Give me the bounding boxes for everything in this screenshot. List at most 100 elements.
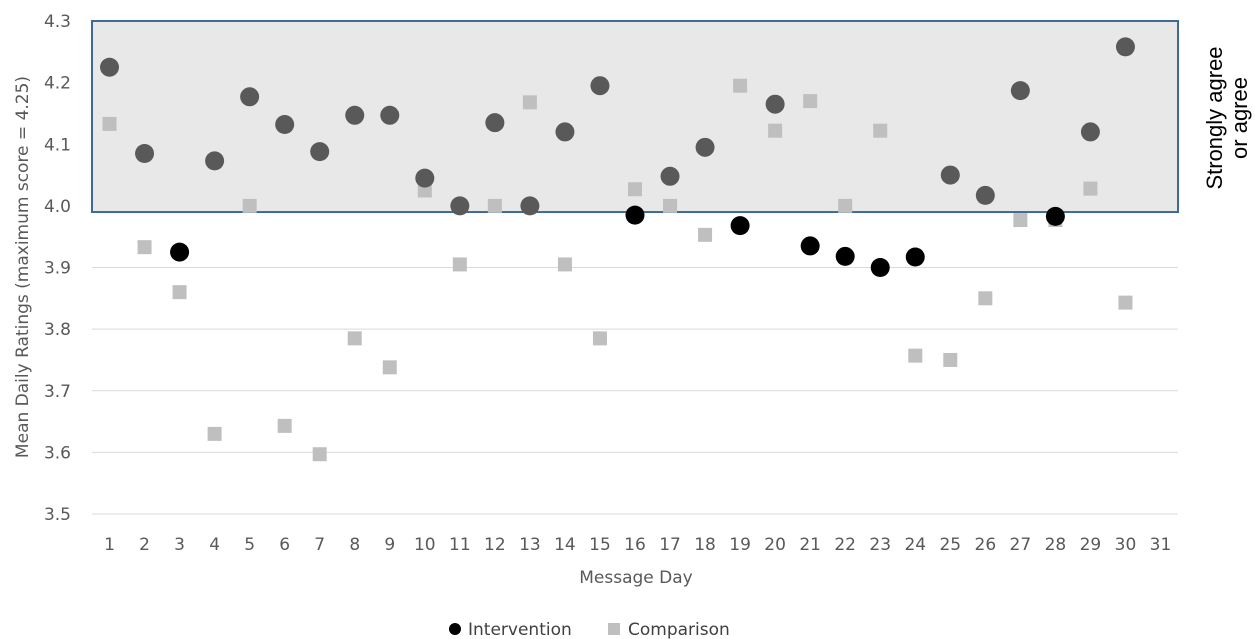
legend: Intervention Comparison xyxy=(449,620,730,639)
x-tick-label: 12 xyxy=(484,535,506,555)
intervention-point xyxy=(170,242,190,262)
intervention-point xyxy=(415,168,435,188)
y-tick-label: 3.9 xyxy=(44,259,71,279)
region-label-line1: Strongly agree xyxy=(1202,46,1227,189)
y-axis-ticks: 3.5 3.6 3.7 3.8 3.9 4.0 4.1 4.2 4.3 xyxy=(44,12,71,525)
intervention-point xyxy=(520,196,540,216)
comparison-point xyxy=(102,116,117,131)
x-tick-label: 13 xyxy=(519,535,541,555)
comparison-point xyxy=(1013,213,1028,228)
x-tick-label: 15 xyxy=(589,535,611,555)
y-tick-label: 4.3 xyxy=(44,12,71,32)
intervention-point xyxy=(275,115,295,135)
x-tick-label: 1 xyxy=(104,535,115,555)
y-tick-label: 3.8 xyxy=(44,320,71,340)
agree-region-box xyxy=(91,20,1179,214)
intervention-point xyxy=(1045,206,1065,226)
x-tick-label: 26 xyxy=(975,535,997,555)
intervention-point xyxy=(310,142,330,162)
intervention-point xyxy=(835,246,855,266)
intervention-point xyxy=(240,87,260,107)
intervention-point xyxy=(660,166,680,186)
comparison-point xyxy=(172,285,187,300)
intervention-point xyxy=(590,76,610,96)
x-tick-label: 25 xyxy=(939,535,961,555)
comparison-point xyxy=(277,418,292,433)
comparison-point xyxy=(452,257,467,272)
comparison-point xyxy=(733,78,748,93)
x-tick-label: 19 xyxy=(729,535,751,555)
x-tick-label: 3 xyxy=(174,535,185,555)
region-label-line2: or agree xyxy=(1227,77,1252,159)
intervention-point xyxy=(450,196,470,216)
comparison-point xyxy=(137,240,152,255)
x-tick-label: 27 xyxy=(1010,535,1032,555)
comparison-point xyxy=(873,123,888,138)
comparison-point xyxy=(592,331,607,346)
x-axis-ticks: 1 2 3 4 5 6 7 8 9 10 11 12 13 14 15 16 17 18 19 20 21 22 23 24 2… xyxy=(104,535,1171,555)
x-tick-label: 11 xyxy=(449,535,471,555)
comparison-point xyxy=(1083,181,1098,196)
intervention-point xyxy=(800,236,820,256)
x-tick-label: 18 xyxy=(694,535,716,555)
legend-comparison-label: Comparison xyxy=(628,620,730,639)
comparison-point xyxy=(207,426,222,441)
intervention-point xyxy=(345,105,365,125)
x-tick-label: 21 xyxy=(799,535,821,555)
intervention-point xyxy=(940,165,960,185)
intervention-point xyxy=(1080,122,1100,142)
y-tick-label: 3.7 xyxy=(44,382,71,402)
comparison-point xyxy=(663,198,678,213)
y-tick-label: 4.1 xyxy=(44,135,71,155)
y-tick-label: 4.2 xyxy=(44,74,71,94)
intervention-point xyxy=(975,185,995,205)
x-tick-label: 24 xyxy=(904,535,926,555)
x-tick-label: 5 xyxy=(244,535,255,555)
intervention-point xyxy=(695,137,715,157)
intervention-point xyxy=(1010,81,1030,101)
x-tick-label: 29 xyxy=(1080,535,1102,555)
x-tick-label: 28 xyxy=(1045,535,1067,555)
intervention-point xyxy=(555,122,575,142)
x-tick-label: 30 xyxy=(1115,535,1137,555)
intervention-point xyxy=(625,205,645,225)
x-tick-label: 4 xyxy=(209,535,220,555)
x-tick-label: 2 xyxy=(139,535,150,555)
intervention-point xyxy=(905,247,925,267)
x-tick-label: 14 xyxy=(554,535,576,555)
y-axis-title: Mean Daily Ratings (maximum score = 4.25… xyxy=(13,76,33,458)
x-tick-label: 16 xyxy=(624,535,646,555)
x-axis-title: Message Day xyxy=(579,568,692,588)
x-tick-label: 6 xyxy=(279,535,290,555)
intervention-point xyxy=(870,258,890,277)
x-tick-label: 10 xyxy=(414,535,436,555)
intervention-point xyxy=(135,143,155,163)
comparison-point xyxy=(838,198,853,213)
data-points xyxy=(100,37,1135,462)
comparison-point xyxy=(1118,295,1133,310)
intervention-point xyxy=(485,113,505,133)
legend-intervention-label: Intervention xyxy=(468,620,572,639)
comparison-point xyxy=(698,227,713,242)
intervention-point xyxy=(100,57,120,77)
comparison-point xyxy=(628,182,642,197)
y-tick-label: 3.6 xyxy=(44,443,71,463)
comparison-point xyxy=(803,94,818,109)
intervention-point xyxy=(730,216,750,236)
legend-intervention-marker xyxy=(449,623,461,635)
x-tick-label: 9 xyxy=(384,535,395,555)
comparison-point xyxy=(908,348,923,363)
comparison-point xyxy=(943,352,958,367)
comparison-point xyxy=(487,198,502,213)
x-tick-label: 17 xyxy=(659,535,681,555)
x-tick-label: 8 xyxy=(349,535,360,555)
comparison-point xyxy=(382,360,397,375)
comparison-point xyxy=(522,95,537,110)
x-tick-label: 23 xyxy=(869,535,891,555)
x-tick-label: 31 xyxy=(1150,535,1172,555)
comparison-point xyxy=(978,291,993,306)
comparison-point xyxy=(557,257,572,272)
comparison-point xyxy=(768,123,783,138)
y-tick-label: 3.5 xyxy=(44,505,71,525)
